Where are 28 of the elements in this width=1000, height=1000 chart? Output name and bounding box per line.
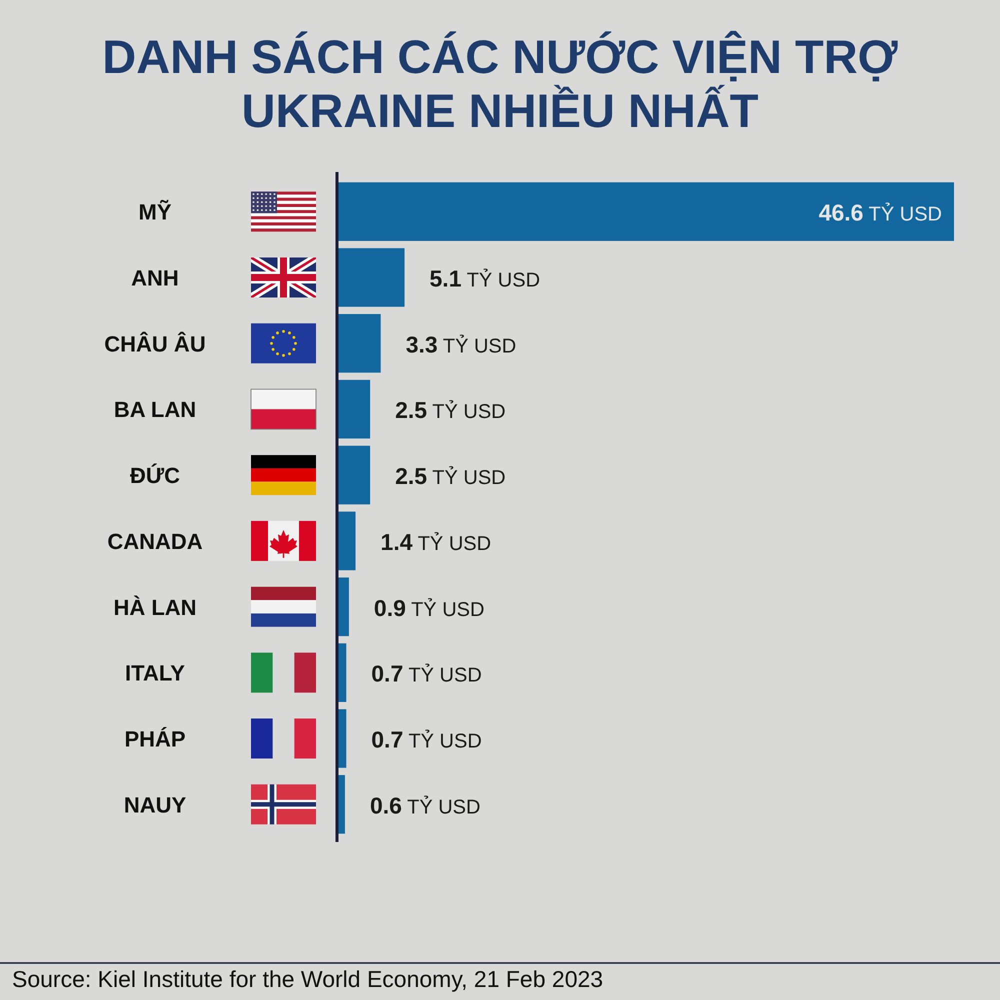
bar xyxy=(337,380,370,439)
y-tick-label: ITALY xyxy=(125,660,186,686)
data-label: 2.5 TỶ USD xyxy=(395,397,506,424)
data-label: 46.6 TỶ USD xyxy=(818,200,942,226)
data-label: 2.5 TỶ USD xyxy=(395,463,506,490)
data-label: 0.9 TỶ USD xyxy=(374,594,484,621)
y-tick-label: CHÂU ÂU xyxy=(104,331,206,356)
data-label: 0.7 TỶ USD xyxy=(371,726,482,753)
y-tick-label: PHÁP xyxy=(124,726,186,752)
data-label: 0.7 TỶ USD xyxy=(371,660,482,687)
y-tick-label: HÀ LAN xyxy=(113,594,197,620)
bar xyxy=(337,446,370,504)
bar xyxy=(337,182,954,241)
data-label: 1.4 TỶ USD xyxy=(380,528,492,555)
y-tick-label: MỸ xyxy=(138,200,172,225)
y-tick-label: CANADA xyxy=(107,528,203,554)
data-label: 3.3 TỶ USD xyxy=(406,331,516,358)
y-tick-label: NAUY xyxy=(124,792,186,818)
bar xyxy=(337,512,356,570)
source-note: Source: Kiel Institute for the World Economy, 21 Feb 2023 xyxy=(12,966,604,992)
y-tick-label: BA LAN xyxy=(114,397,196,422)
bar xyxy=(337,248,405,307)
data-label: 5.1 TỶ USD xyxy=(430,265,540,292)
y-tick-label: ĐỨC xyxy=(130,463,180,488)
data-label: 0.6 TỶ USD xyxy=(370,792,480,818)
y-tick-label: ANH xyxy=(131,265,179,290)
bar xyxy=(337,314,381,373)
chart-title: DANH SÁCH CÁC NƯỚC VIỆN TRỢ UKRAINE NHIỀU NHẤT xyxy=(102,30,899,137)
